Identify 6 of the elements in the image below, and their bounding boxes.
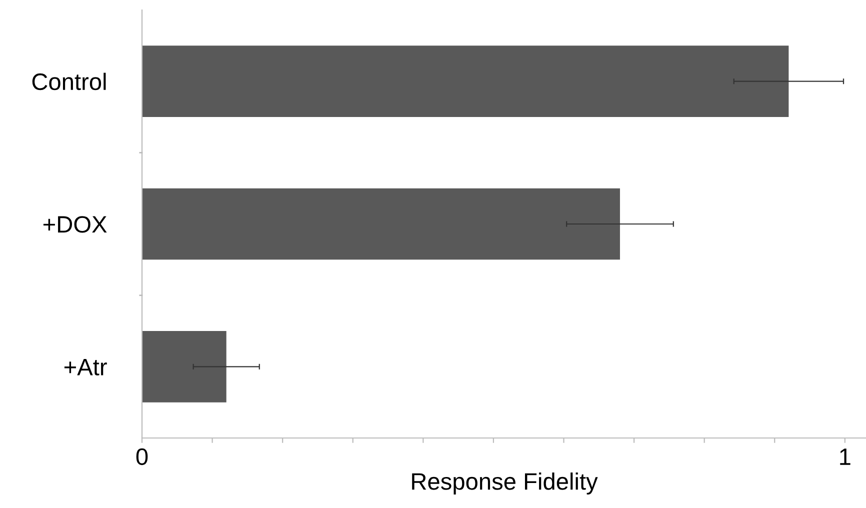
y-tick-label: +DOX xyxy=(43,216,107,233)
y-tick-label: Control xyxy=(32,72,106,90)
x-axis-title: Response Fidelity xyxy=(412,472,598,495)
x-tick-label: 1 xyxy=(840,448,850,465)
y-tick-label: +Atr xyxy=(64,358,107,376)
x-tick-label: 0 xyxy=(136,448,148,466)
